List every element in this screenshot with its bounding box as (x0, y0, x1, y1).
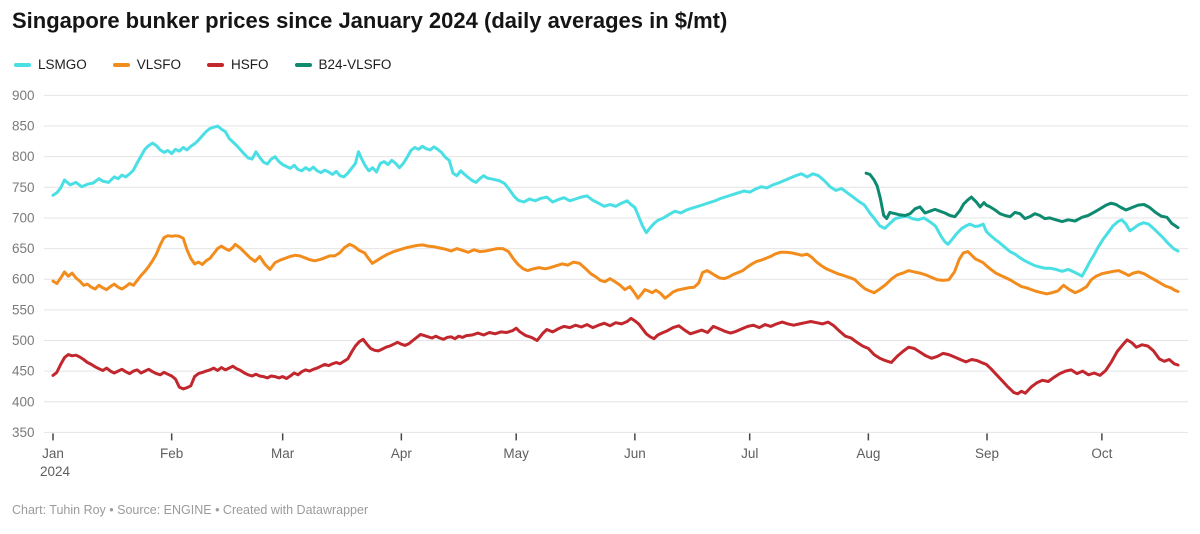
x-axis-tick-label: Jun (624, 446, 646, 461)
x-axis-labels: Jan 2024 Feb Mar Apr May Jun Jul Aug Sep Oct (40, 446, 1113, 479)
y-axis-tick-label: 750 (12, 180, 35, 195)
x-axis-tick-label: Jan (42, 446, 64, 461)
x-axis-tick-label: Apr (391, 446, 413, 461)
legend-label: VLSFO (136, 57, 182, 72)
x-axis-tick-label: Mar (271, 446, 295, 461)
legend-swatch-icon (14, 62, 31, 67)
y-axis-tick-label: 400 (12, 394, 35, 409)
y-gridlines (44, 94, 1188, 433)
y-axis-tick-label: 350 (12, 425, 35, 440)
legend-item-b24-vlsfo: B24-VLSFO (294, 57, 392, 72)
legend-swatch-icon (112, 62, 130, 67)
legend-label: HSFO (231, 57, 269, 72)
x-axis-tick-label: Jul (741, 446, 758, 461)
y-axis-tick-label: 550 (12, 302, 35, 317)
series-line-lsmgo (51, 124, 1180, 278)
series-lines (51, 124, 1180, 396)
series-line-vlsfo (51, 234, 1180, 300)
y-axis-tick-label: 800 (12, 149, 35, 164)
y-axis-tick-label: 650 (12, 241, 35, 256)
x-axis-year-label: 2024 (40, 464, 71, 479)
legend-label: B24-VLSFO (318, 57, 392, 72)
x-axis-ticks (52, 433, 1103, 441)
legend-item-hsfo: HSFO (207, 57, 269, 72)
legend-label: LSMGO (38, 57, 87, 72)
series-line-b24-vlsfo (864, 171, 1180, 230)
legend-swatch-icon (294, 62, 312, 67)
chart-title: Singapore bunker prices since January 20… (12, 8, 728, 33)
legend-item-lsmgo: LSMGO (14, 57, 87, 72)
y-axis-tick-label: 500 (12, 333, 35, 348)
x-axis-tick-label: Sep (975, 446, 999, 461)
y-axis-labels: 350 400 450 500 550 600 650 700 750 800 850 900 (12, 88, 35, 440)
y-axis-tick-label: 850 (12, 119, 35, 134)
y-axis-tick-label: 600 (12, 272, 35, 287)
x-axis-tick-label: Aug (856, 446, 880, 461)
y-axis-tick-label: 700 (12, 210, 35, 225)
legend-swatch-icon (207, 62, 225, 67)
y-axis-tick-label: 900 (12, 88, 35, 103)
y-axis-tick-label: 450 (12, 364, 35, 379)
x-axis-tick-label: Oct (1091, 446, 1112, 461)
x-axis-tick-label: Feb (160, 446, 183, 461)
attribution-footer: Chart: Tuhin Roy • Source: ENGINE • Crea… (12, 503, 369, 517)
legend: LSMGO VLSFO HSFO B24-VLSFO (14, 57, 391, 72)
legend-item-vlsfo: VLSFO (112, 57, 182, 72)
series-line-hsfo (51, 316, 1180, 396)
x-axis-tick-label: May (503, 446, 529, 461)
